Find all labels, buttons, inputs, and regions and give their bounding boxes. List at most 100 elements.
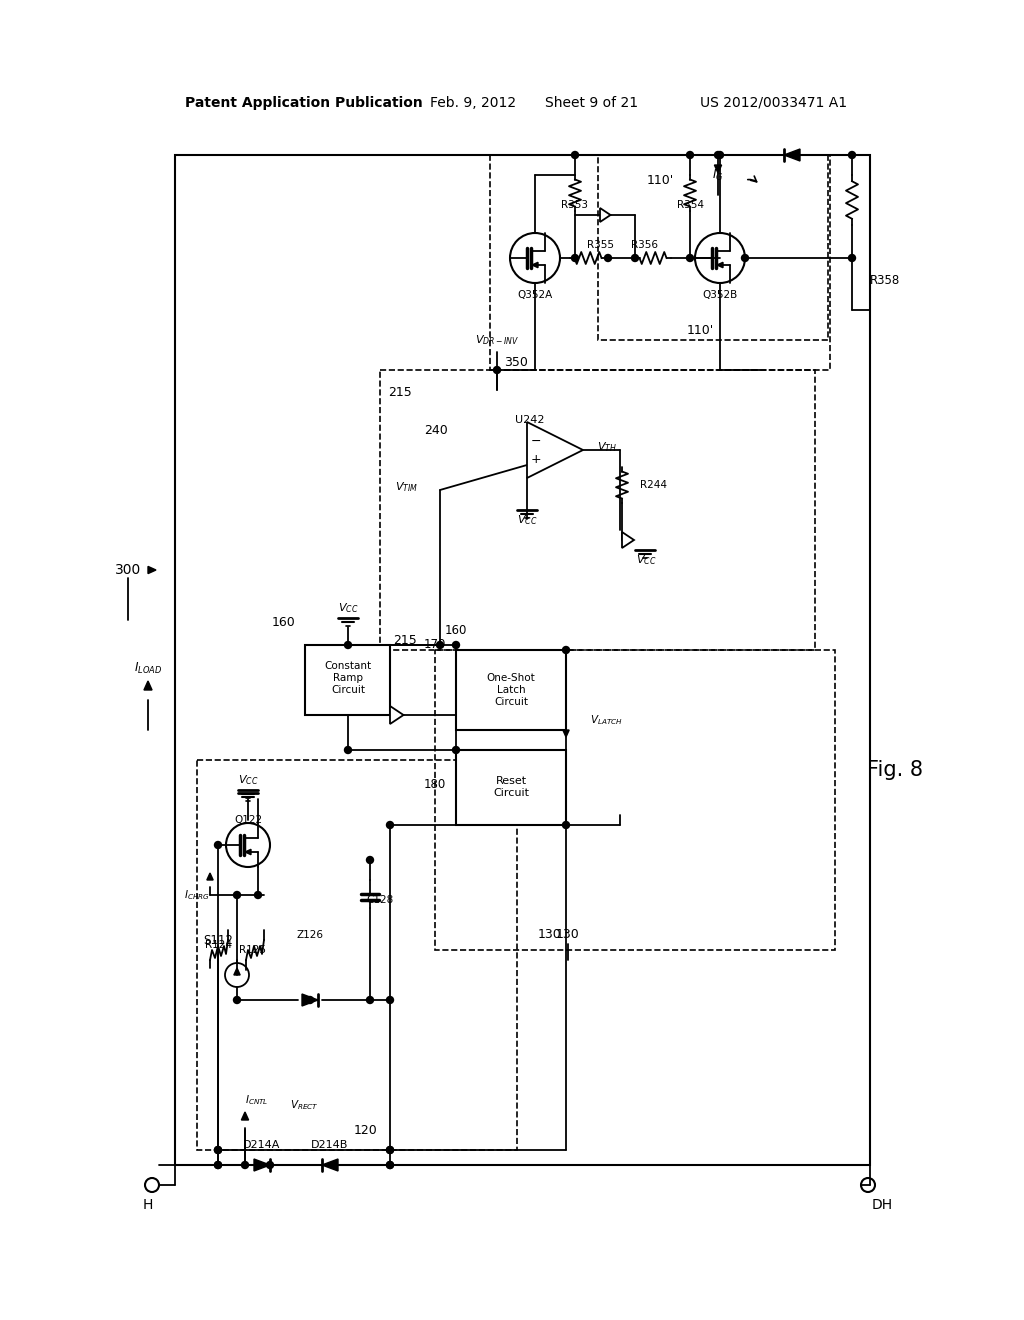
Text: Patent Application Publication: Patent Application Publication xyxy=(185,96,423,110)
Text: $I_{LOAD}$: $I_{LOAD}$ xyxy=(134,660,162,676)
Polygon shape xyxy=(784,149,800,161)
Circle shape xyxy=(386,821,393,829)
Circle shape xyxy=(266,1162,273,1168)
Polygon shape xyxy=(144,681,152,690)
Bar xyxy=(456,750,566,825)
Text: US 2012/0033471 A1: US 2012/0033471 A1 xyxy=(700,96,847,110)
Bar xyxy=(598,154,828,341)
Circle shape xyxy=(562,821,569,829)
Text: 350: 350 xyxy=(504,355,528,368)
Circle shape xyxy=(562,647,569,653)
Polygon shape xyxy=(254,1159,270,1171)
Text: 180: 180 xyxy=(424,779,446,792)
Circle shape xyxy=(686,255,693,261)
Text: 120: 120 xyxy=(353,1123,377,1137)
Text: $V_{TIM}$: $V_{TIM}$ xyxy=(395,480,418,494)
Text: Q352B: Q352B xyxy=(702,290,737,300)
Polygon shape xyxy=(717,263,723,268)
Circle shape xyxy=(686,152,693,158)
Circle shape xyxy=(233,891,241,899)
Text: R358: R358 xyxy=(870,273,900,286)
Polygon shape xyxy=(532,263,538,268)
Polygon shape xyxy=(233,968,241,975)
Text: 160: 160 xyxy=(444,623,467,636)
Text: $V_{CC}$: $V_{CC}$ xyxy=(338,601,358,615)
Text: $-$: $-$ xyxy=(530,434,542,446)
Circle shape xyxy=(571,152,579,158)
Circle shape xyxy=(367,857,374,863)
Text: R353: R353 xyxy=(561,201,589,210)
Text: U242: U242 xyxy=(515,414,545,425)
Text: Z126: Z126 xyxy=(297,931,324,940)
Circle shape xyxy=(344,747,351,754)
Text: 240: 240 xyxy=(424,424,447,437)
Circle shape xyxy=(214,1162,221,1168)
Circle shape xyxy=(604,255,611,261)
Text: $V_{CC}$: $V_{CC}$ xyxy=(636,553,656,566)
Text: $V_{TH}$: $V_{TH}$ xyxy=(597,440,617,454)
Text: $V_{RECT}$: $V_{RECT}$ xyxy=(290,1098,318,1111)
Circle shape xyxy=(494,367,501,374)
Circle shape xyxy=(306,997,313,1003)
Circle shape xyxy=(436,642,443,648)
Circle shape xyxy=(849,255,855,261)
Circle shape xyxy=(242,1162,249,1168)
Circle shape xyxy=(386,1147,393,1154)
Text: 215: 215 xyxy=(388,387,412,400)
Text: R355: R355 xyxy=(587,240,613,249)
Text: Reset
Circuit: Reset Circuit xyxy=(493,776,529,797)
Text: Constant
Ramp
Circuit: Constant Ramp Circuit xyxy=(325,661,372,694)
Bar xyxy=(305,645,390,715)
Circle shape xyxy=(717,152,724,158)
Bar xyxy=(435,649,835,950)
Bar xyxy=(380,370,815,649)
Circle shape xyxy=(715,152,722,158)
Text: 160: 160 xyxy=(271,615,295,628)
Text: Q122: Q122 xyxy=(233,814,262,825)
Text: R356: R356 xyxy=(632,240,658,249)
Polygon shape xyxy=(527,422,583,478)
Text: $I_{CNTL}$: $I_{CNTL}$ xyxy=(245,1093,268,1107)
Circle shape xyxy=(849,152,855,158)
Text: D214B: D214B xyxy=(311,1140,349,1150)
Text: $I_G$: $I_G$ xyxy=(713,168,724,182)
Bar xyxy=(490,154,830,370)
Text: S112: S112 xyxy=(203,933,232,946)
Text: 130: 130 xyxy=(539,928,562,941)
Bar xyxy=(197,760,517,1150)
Circle shape xyxy=(214,1162,221,1168)
Polygon shape xyxy=(242,1111,249,1119)
Text: $V_{DR-INV}$: $V_{DR-INV}$ xyxy=(475,333,519,347)
Text: Fig. 8: Fig. 8 xyxy=(867,760,923,780)
Text: C128: C128 xyxy=(367,895,393,906)
Circle shape xyxy=(741,255,749,261)
Circle shape xyxy=(386,1147,393,1154)
Text: H: H xyxy=(142,1199,154,1212)
Text: Sheet 9 of 21: Sheet 9 of 21 xyxy=(545,96,638,110)
Text: R244: R244 xyxy=(640,480,667,490)
Polygon shape xyxy=(563,730,569,737)
Circle shape xyxy=(214,1147,221,1154)
Text: $V_{CC}$: $V_{CC}$ xyxy=(517,513,538,527)
Text: $I_{CHRG}$: $I_{CHRG}$ xyxy=(184,888,210,902)
Text: 215: 215 xyxy=(393,634,417,647)
Circle shape xyxy=(453,642,460,648)
Text: 300: 300 xyxy=(115,564,141,577)
Polygon shape xyxy=(622,532,634,548)
Text: 110': 110' xyxy=(646,173,674,186)
Polygon shape xyxy=(600,209,610,222)
Polygon shape xyxy=(715,165,722,173)
Circle shape xyxy=(344,642,351,648)
Polygon shape xyxy=(390,706,403,723)
Text: D214A: D214A xyxy=(244,1140,281,1150)
Bar xyxy=(175,154,870,1166)
Bar xyxy=(456,649,566,730)
Text: 170: 170 xyxy=(424,639,446,652)
Polygon shape xyxy=(302,994,318,1006)
Text: R354: R354 xyxy=(677,201,703,210)
Circle shape xyxy=(386,997,393,1003)
Polygon shape xyxy=(148,566,156,574)
Text: Feb. 9, 2012: Feb. 9, 2012 xyxy=(430,96,516,110)
Circle shape xyxy=(386,1162,393,1168)
Circle shape xyxy=(632,255,639,261)
